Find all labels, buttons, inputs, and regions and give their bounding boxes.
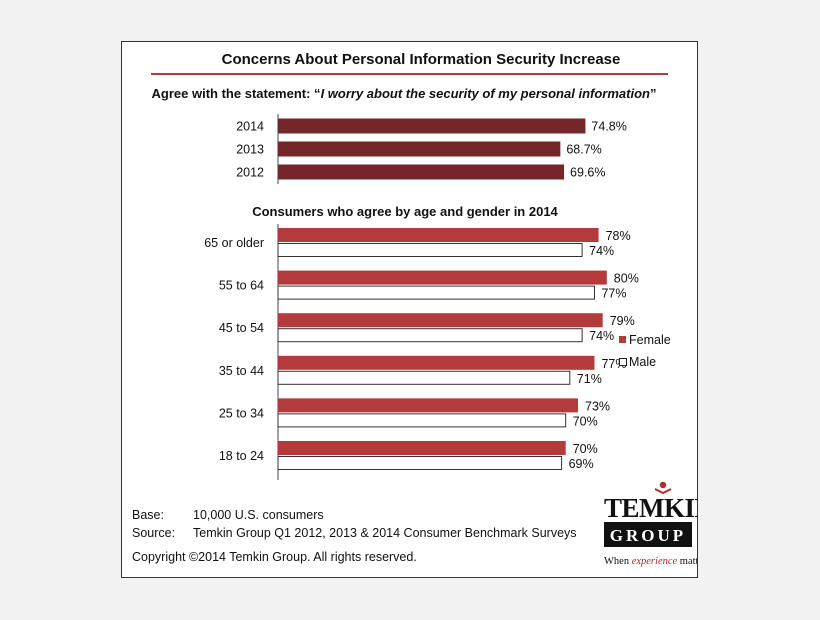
chart-card: Concerns About Personal Information Secu…	[121, 41, 698, 578]
legend-swatch-female	[619, 336, 626, 343]
logo-arms-icon	[654, 488, 672, 495]
year-bar	[278, 164, 565, 180]
chart-title: Concerns About Personal Information Secu…	[222, 51, 621, 68]
legend-label-male: Male	[629, 355, 656, 369]
source-label: Source:	[132, 526, 175, 540]
legend-label-female: Female	[629, 333, 671, 347]
female-value-label: 78%	[606, 229, 631, 243]
year-bar	[278, 118, 586, 134]
year-tick-label: 2014	[236, 120, 264, 134]
logo-group-text: GROUP	[610, 526, 686, 545]
male-bar	[277, 456, 563, 470]
temkin-group-logo: TEMKIN GROUP When experience matters	[604, 481, 697, 567]
age-tick-label: 18 to 24	[219, 449, 264, 463]
female-bar	[278, 270, 607, 285]
female-value-label: 70%	[573, 442, 598, 456]
year-bars: 2014 74.8% 2013 68.7% 2012 69.6%	[236, 114, 627, 184]
female-bar	[278, 313, 603, 328]
year-value-label: 69.6%	[570, 166, 605, 180]
male-value-label: 70%	[573, 414, 598, 428]
age-tick-label: 65 or older	[204, 236, 264, 250]
age-tick-label: 45 to 54	[219, 321, 264, 335]
male-bar	[277, 285, 595, 300]
female-bar	[278, 398, 579, 413]
age-tick-label: 25 to 34	[219, 406, 264, 420]
female-value-label: 80%	[614, 272, 639, 286]
legend: Female Male	[619, 333, 671, 369]
logo-figure-icon	[659, 481, 667, 489]
female-bar	[278, 355, 595, 370]
source-value: Temkin Group Q1 2012, 2013 & 2014 Consum…	[193, 526, 577, 540]
female-value-label: 73%	[585, 399, 610, 413]
logo-group-box	[604, 522, 692, 547]
male-bar	[277, 328, 583, 343]
age-tick-label: 35 to 44	[219, 364, 264, 378]
legend-swatch-male	[619, 358, 627, 366]
male-bar	[277, 413, 567, 428]
male-bar	[277, 243, 583, 257]
female-bar	[278, 228, 599, 242]
male-value-label: 74%	[589, 244, 614, 258]
age-gender-bars: 65 or older 78%74%55 to 64 80%77%45 to 54 7…	[204, 224, 639, 480]
base-label: Base:	[132, 508, 164, 522]
male-value-label: 77%	[601, 287, 626, 301]
logo-tagline: When experience matters	[604, 556, 697, 567]
year-value-label: 74.8%	[591, 120, 626, 134]
logo-wordmark: TEMKIN	[604, 493, 697, 523]
base-value: 10,000 U.S. consumers	[193, 508, 324, 522]
year-bar	[278, 141, 561, 157]
age-gender-subtitle: Consumers who agree by age and gender in…	[252, 204, 558, 219]
male-value-label: 69%	[569, 457, 594, 471]
year-value-label: 68.7%	[566, 143, 601, 157]
statement-subtitle: Agree with the statement: “I worry about…	[152, 86, 657, 101]
female-value-label: 79%	[610, 314, 635, 328]
age-tick-label: 55 to 64	[219, 279, 264, 293]
male-value-label: 74%	[589, 329, 614, 343]
female-bar	[278, 441, 566, 455]
copyright-text: Copyright ©2014 Temkin Group. All rights…	[132, 550, 417, 564]
year-tick-label: 2013	[236, 143, 264, 157]
year-tick-label: 2012	[236, 166, 264, 180]
male-value-label: 71%	[577, 372, 602, 386]
male-bar	[277, 370, 571, 385]
chart-figure: Concerns About Personal Information Secu…	[132, 51, 697, 567]
